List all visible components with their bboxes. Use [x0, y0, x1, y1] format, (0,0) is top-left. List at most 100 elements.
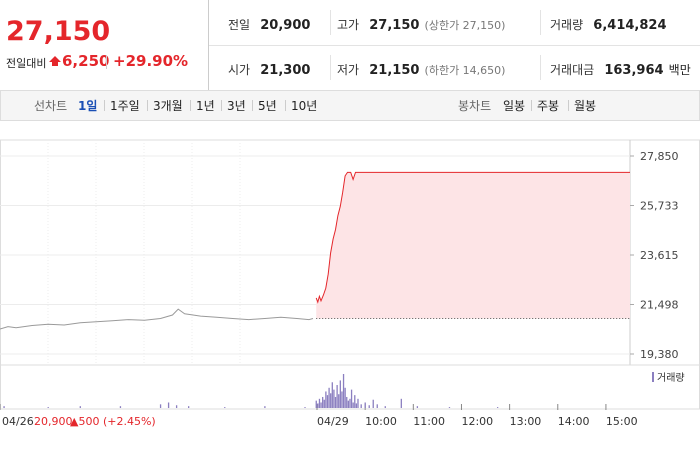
legend-label: 거래량 — [657, 372, 685, 384]
divider — [330, 10, 331, 35]
stat-value: 163,964 — [604, 63, 664, 78]
divider — [568, 100, 569, 111]
volume-bar — [364, 402, 366, 408]
area — [316, 172, 630, 319]
x-tick-label: 04/29 — [317, 415, 349, 428]
volume-bar — [187, 406, 190, 408]
volume-bar — [333, 389, 335, 408]
price-line — [0, 308, 314, 330]
tab-group-label: 선차트 — [34, 99, 68, 113]
period-tab[interactable]: 3개월 — [153, 99, 183, 113]
period-tab[interactable]: 10년 — [291, 99, 318, 113]
stat-note: (하한가 14,650) — [424, 64, 506, 77]
volume-bar — [336, 385, 338, 408]
volume-bar — [349, 398, 351, 408]
stat: 저가 21,150 (하한가 14,650) — [337, 59, 505, 78]
stat-value: 20,900 — [260, 18, 311, 33]
divider — [147, 100, 148, 111]
divider — [540, 55, 541, 80]
volume-bar — [350, 389, 353, 408]
period-tab[interactable]: 1일 — [78, 99, 98, 113]
x-tick-label: 15:00 — [606, 415, 638, 428]
price-line — [315, 171, 630, 304]
volume-bar — [47, 407, 49, 408]
volume-bar — [317, 403, 319, 408]
stat: 거래대금 163,964 백만 — [550, 59, 691, 78]
divider — [252, 100, 253, 111]
y-tick-label: 23,615 — [640, 249, 679, 262]
candle-tab[interactable]: 월봉 — [574, 99, 597, 113]
volume-bar — [119, 406, 122, 408]
stat-label: 고가 — [337, 18, 360, 32]
volume-bar — [322, 396, 324, 408]
x-tick-label: 13:00 — [510, 415, 542, 428]
stat-value: 27,150 — [369, 18, 420, 33]
stat-label: 거래대금 — [550, 63, 595, 77]
change-percent: +29.90% — [113, 52, 189, 70]
x-tick-label: 12:00 — [461, 415, 493, 428]
divider — [285, 100, 286, 111]
y-tick-label: 21,498 — [640, 298, 679, 311]
stat-value: 21,150 — [369, 63, 420, 78]
stat-value: 21,300 — [260, 63, 311, 78]
legend-swatch — [652, 372, 654, 382]
period-tab[interactable]: 1년 — [196, 99, 215, 113]
stat-note: (상한가 27,150) — [424, 19, 506, 32]
volume-bar — [357, 398, 359, 408]
divider — [330, 55, 331, 80]
y-tick-label: 19,380 — [640, 348, 679, 361]
stat-unit: 백만 — [668, 63, 691, 77]
change: 6,250 — [62, 52, 110, 70]
volume-bar — [167, 402, 170, 408]
divider — [208, 0, 209, 90]
annotation-price: 20,900 — [34, 415, 73, 428]
volume-bar — [79, 406, 81, 408]
period-tab[interactable]: 3년 — [227, 99, 246, 113]
candle-tab[interactable]: 일봉 — [503, 99, 526, 113]
volume-bar — [3, 406, 5, 408]
x-tick-label: 11:00 — [413, 415, 445, 428]
divider — [540, 10, 541, 35]
volume-bar — [326, 395, 329, 408]
stat-label: 전일 — [228, 18, 251, 32]
period-tab[interactable]: 1주일 — [110, 99, 140, 113]
price: 27,150 — [6, 16, 111, 47]
up-arrow — [49, 56, 61, 66]
stat-label: 저가 — [337, 63, 360, 77]
divider — [221, 100, 222, 111]
volume-bar — [328, 387, 330, 408]
stat-value: 6,414,824 — [593, 18, 667, 33]
volume-bar — [352, 402, 354, 408]
divider — [190, 100, 191, 111]
volume-bar — [175, 405, 178, 408]
volume-bar — [342, 374, 345, 408]
volume-bar — [376, 404, 378, 408]
volume-bar — [372, 399, 374, 408]
x-tick-label: 04/26 — [2, 415, 34, 428]
period-tab[interactable]: 5년 — [258, 99, 277, 113]
volume-bar — [368, 405, 370, 408]
annotation-change: ▲500 (+2.45%) — [70, 415, 156, 428]
change-label: 전일대비 — [6, 57, 47, 70]
volume-bar — [341, 391, 343, 408]
volume-bar — [159, 404, 162, 408]
volume-bar — [355, 403, 358, 408]
candle-tab[interactable]: 주봉 — [537, 99, 560, 113]
volume-bar — [304, 407, 306, 408]
volume-bar — [334, 396, 337, 408]
stat-label: 거래량 — [550, 18, 584, 32]
volume-bar — [400, 398, 402, 408]
volume-bar — [331, 382, 333, 408]
stat: 시가 21,300 — [228, 59, 310, 78]
volume-bar — [338, 394, 340, 408]
volume-bar — [384, 406, 386, 408]
divider — [531, 100, 532, 111]
divider — [209, 45, 700, 46]
volume-bar — [360, 404, 362, 408]
volume-bar — [318, 398, 321, 408]
volume-bar — [354, 395, 356, 408]
volume-bar — [330, 393, 332, 408]
divider — [104, 100, 105, 111]
y-tick-label: 25,733 — [640, 199, 679, 212]
